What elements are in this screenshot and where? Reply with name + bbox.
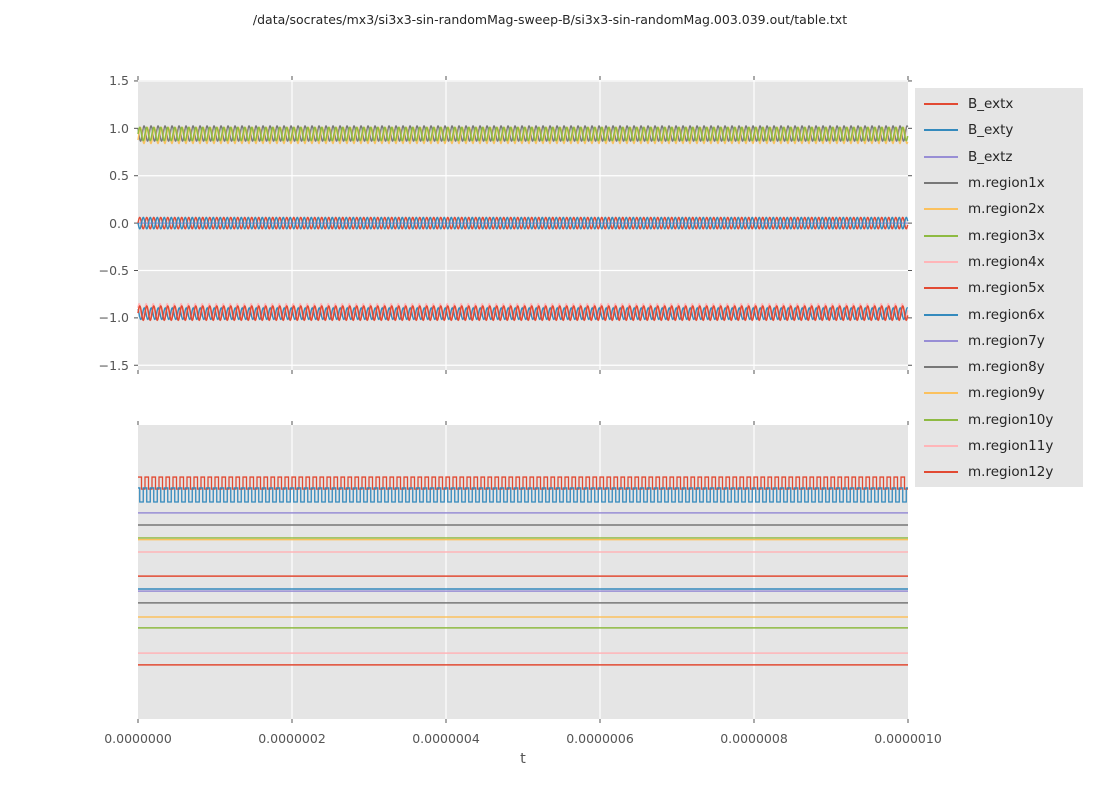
x-tick-label: 0.0000008 — [720, 731, 788, 746]
legend-item-label: m.region1x — [968, 175, 1045, 192]
y-tick-label: −1.0 — [98, 310, 129, 326]
legend-swatch-line — [924, 182, 958, 185]
legend-item: B_extz — [915, 144, 1083, 170]
legend-item-label: B_exty — [968, 122, 1014, 139]
legend-item-label: m.region4x — [968, 253, 1045, 270]
x-tick-label: 0.0000006 — [566, 731, 634, 746]
legend-swatch-line — [924, 471, 958, 474]
legend-item: m.region11y — [915, 433, 1083, 459]
legend-item: m.region9y — [915, 380, 1083, 406]
x-tick-label: 0.0000000 — [104, 731, 172, 746]
legend-item-label: m.region6x — [968, 306, 1045, 323]
legend-item-label: m.region12y — [968, 464, 1054, 481]
legend-swatch-line — [924, 392, 958, 395]
legend-item-label: B_extz — [968, 148, 1013, 165]
legend-item: m.region10y — [915, 407, 1083, 433]
series-m.region5x — [137, 304, 909, 322]
legend-item-label: m.region2x — [968, 201, 1045, 218]
legend-item: m.region7y — [915, 328, 1083, 354]
series-B_exty — [138, 487, 908, 503]
legend-item-label: m.region5x — [968, 280, 1045, 297]
y-tick-label: 0.5 — [109, 168, 129, 184]
legend-item-label: m.region11y — [968, 438, 1054, 454]
top-plot-canvas — [134, 76, 912, 374]
legend-swatch-line — [924, 366, 958, 369]
y-tick-label: 1.0 — [109, 120, 129, 136]
legend-item: m.region4x — [915, 249, 1083, 275]
legend-item: m.region6x — [915, 301, 1083, 327]
legend-item-label: B_extx — [968, 96, 1014, 113]
legend-item-label: m.region8y — [968, 359, 1045, 376]
legend-swatch-line — [924, 129, 958, 132]
legend-swatch-line — [924, 418, 958, 421]
x-tick-label: 0.0000004 — [412, 731, 480, 746]
figure-title: /data/socrates/mx3/si3x3-sin-randomMag-s… — [252, 12, 848, 27]
legend-swatch-line — [924, 339, 958, 342]
legend-item: m.region1x — [915, 170, 1083, 196]
x-tick-label: 0.0000010 — [874, 731, 942, 746]
bottom-plot-canvas — [137, 421, 909, 723]
x-axis-label: t — [520, 751, 526, 767]
series-B_extx — [138, 476, 908, 490]
legend-swatch-line — [924, 260, 958, 263]
y-tick-label: −0.5 — [98, 262, 129, 278]
legend-item-label: m.region3x — [968, 227, 1045, 244]
legend-item: m.region8y — [915, 354, 1083, 380]
y-tick-label: −1.5 — [98, 357, 129, 373]
legend-item-label: m.region7y — [968, 332, 1045, 349]
legend-swatch-line — [924, 445, 958, 447]
legend-swatch-line — [924, 287, 958, 290]
legend-swatch-line — [924, 155, 958, 158]
legend-swatch-line — [924, 103, 958, 106]
legend-item: B_extx — [915, 91, 1083, 117]
legend-item: m.region3x — [915, 222, 1083, 248]
legend: B_extx B_exty B_extz m.region1x m.region2x m.… — [915, 88, 1083, 487]
series-m.region3x — [137, 126, 909, 142]
y-tick-label: 1.5 — [109, 73, 129, 89]
x-tick-label: 0.0000002 — [258, 731, 326, 746]
legend-swatch-line — [924, 234, 958, 237]
legend-item: m.region12y — [915, 459, 1083, 485]
series-B_exty — [137, 216, 909, 230]
y-tick-label: 0.0 — [109, 215, 129, 231]
legend-swatch-line — [924, 313, 958, 316]
legend-item: m.region5x — [915, 275, 1083, 301]
legend-swatch-line — [924, 208, 958, 211]
legend-item: B_exty — [915, 117, 1083, 143]
legend-item-label: m.region10y — [968, 411, 1054, 428]
legend-item-label: m.region9y — [968, 385, 1045, 402]
legend-item: m.region2x — [915, 196, 1083, 222]
